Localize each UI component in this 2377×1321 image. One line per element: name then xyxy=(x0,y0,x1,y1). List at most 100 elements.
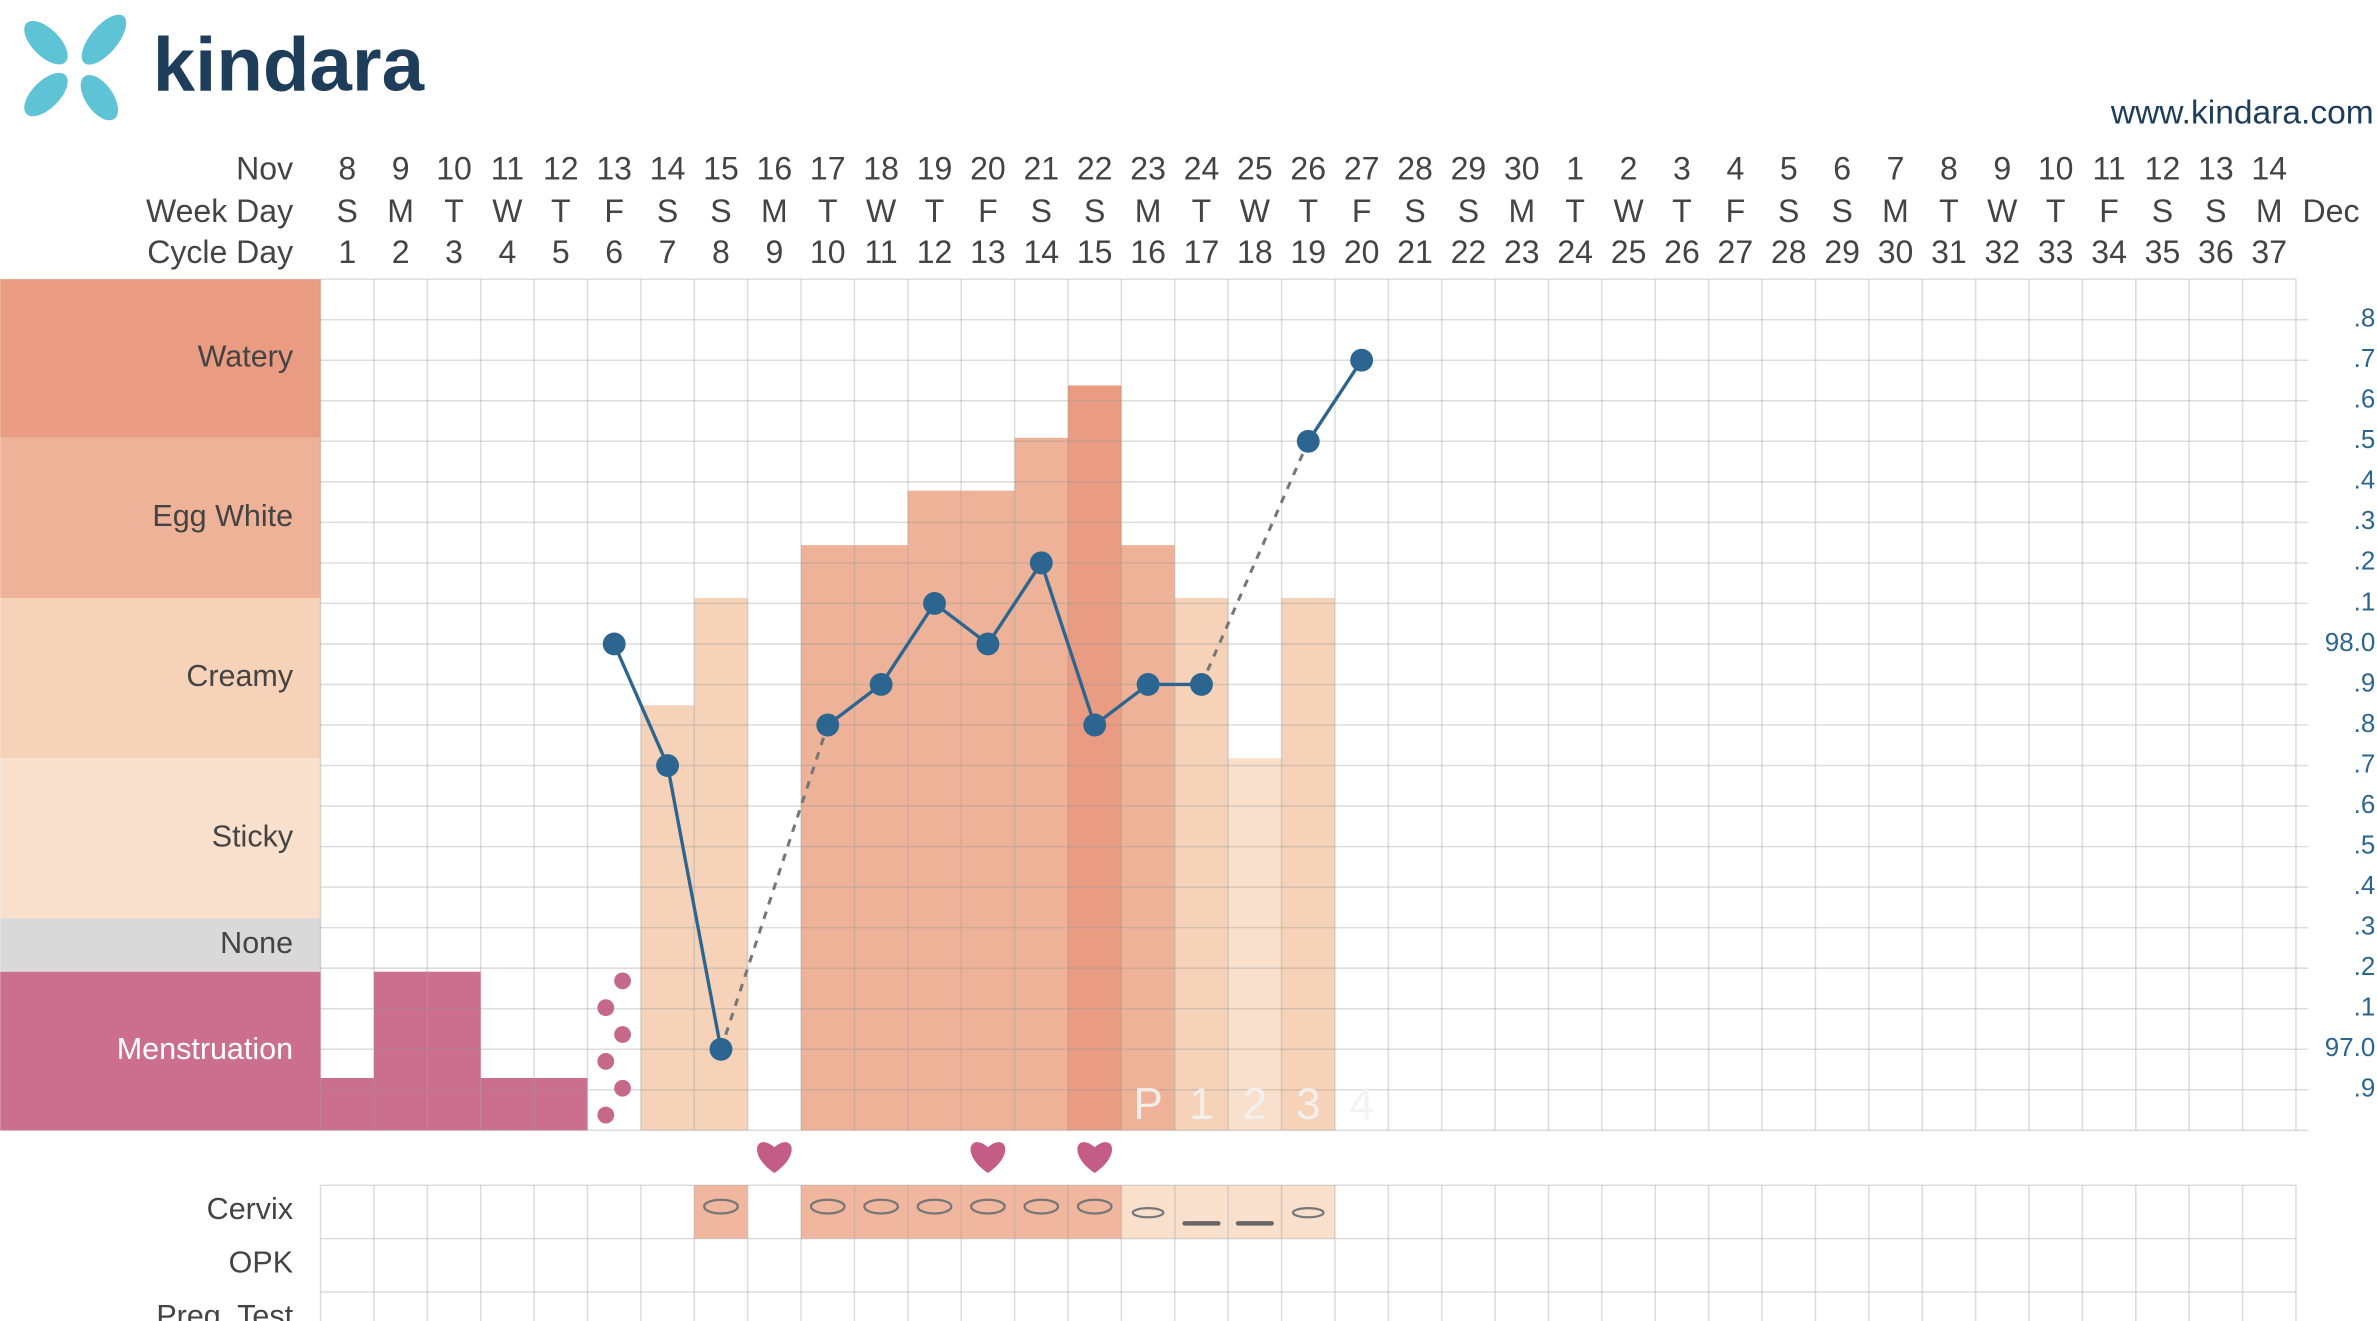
date-label: 14 xyxy=(650,150,686,186)
weekday-label: F xyxy=(1352,193,1372,229)
temperature-point xyxy=(1350,348,1374,372)
row-label: OPK xyxy=(229,1246,293,1280)
weekday-label: S xyxy=(1031,193,1052,229)
date-label: 18 xyxy=(863,150,899,186)
fluid-bar xyxy=(480,1077,535,1131)
cycle-day-label: 37 xyxy=(2251,234,2287,270)
peak-label: P xyxy=(1133,1080,1163,1129)
cervix-symbol xyxy=(969,1198,1006,1215)
weekday-label: S xyxy=(2205,193,2226,229)
cycle-day-label: 32 xyxy=(1984,234,2020,270)
peak-label: 3 xyxy=(1296,1080,1321,1129)
fluid-bar xyxy=(373,971,428,1131)
cervix-symbol xyxy=(809,1198,846,1215)
logo-text: kindara xyxy=(153,22,425,107)
peak-label: 2 xyxy=(1243,1080,1268,1129)
weekday-label: S xyxy=(2152,193,2173,229)
date-label: 9 xyxy=(392,150,410,186)
weekday-label: S xyxy=(337,193,358,229)
temperature-point xyxy=(923,591,946,615)
cycle-day-label: 11 xyxy=(865,234,898,270)
date-label: 8 xyxy=(338,150,356,186)
spotting-dot xyxy=(614,1079,631,1097)
date-label: 20 xyxy=(970,150,1006,186)
cervix-cell xyxy=(907,1185,962,1239)
cycle-day-label: 17 xyxy=(1184,234,1220,270)
y-tick-label: .4 xyxy=(2354,467,2376,495)
y-tick-label: .9 xyxy=(2354,1075,2376,1103)
temperature-point xyxy=(1136,673,1160,696)
row-label: Preg. Test xyxy=(156,1299,293,1321)
row-label: Cycle Day xyxy=(147,234,293,270)
cycle-day-label: 1 xyxy=(338,234,356,270)
month-label: Nov xyxy=(236,150,293,186)
date-label: 2 xyxy=(1620,150,1638,186)
fluid-bar xyxy=(1228,758,1282,1131)
category-band xyxy=(0,918,321,972)
cervix-cell xyxy=(961,1185,1015,1239)
cycle-day-label: 33 xyxy=(2038,234,2074,270)
cycle-day-label: 18 xyxy=(1237,234,1273,270)
temperature-point xyxy=(656,754,680,777)
y-tick-label: .9 xyxy=(2354,669,2376,697)
cycle-day-label: 20 xyxy=(1344,234,1380,270)
weekday-label: T xyxy=(444,193,464,229)
fluid-bar xyxy=(1281,597,1335,1131)
cycle-day-label: 7 xyxy=(659,234,677,270)
cervix-cell xyxy=(1281,1185,1335,1239)
fluid-bar xyxy=(1014,437,1068,1131)
weekday-label: W xyxy=(1613,193,1644,229)
url[interactable]: www.kindara.com xyxy=(2110,94,2374,131)
cycle-day-label: 31 xyxy=(1931,234,1967,270)
fluid-bar xyxy=(1067,385,1122,1131)
date-label: 10 xyxy=(436,150,472,186)
cervix-cell xyxy=(1121,1185,1175,1239)
weekday-label: F xyxy=(978,193,998,229)
date-label: 5 xyxy=(1780,150,1798,186)
cervix-symbol xyxy=(1291,1206,1325,1219)
cycle-day-label: 12 xyxy=(917,234,953,270)
category-label: Egg White xyxy=(152,499,293,533)
temperature-point xyxy=(1296,429,1320,453)
temperature-point xyxy=(976,632,1000,656)
cycle-day-label: 19 xyxy=(1290,234,1326,270)
cycle-day-label: 10 xyxy=(810,234,846,270)
cycle-day-label: 3 xyxy=(445,234,463,270)
fluid-bar xyxy=(854,545,908,1131)
fluid-bar xyxy=(961,490,1015,1131)
y-tick-label: .3 xyxy=(2354,507,2376,535)
date-label: 1 xyxy=(1566,150,1584,186)
y-tick-label: .8 xyxy=(2354,305,2376,333)
date-label: 25 xyxy=(1237,150,1273,186)
date-label: 15 xyxy=(703,150,739,186)
category-label: Creamy xyxy=(186,659,294,693)
date-label: 27 xyxy=(1344,150,1380,186)
weekday-label: T xyxy=(818,193,838,229)
date-label: 12 xyxy=(2145,150,2181,186)
cycle-day-label: 29 xyxy=(1824,234,1860,270)
cervix-symbol xyxy=(703,1198,739,1215)
fluid-bar xyxy=(427,971,481,1131)
cervix-cell xyxy=(1228,1185,1282,1239)
date-label: 13 xyxy=(2198,150,2234,186)
heart xyxy=(1077,1142,1113,1174)
cycle-day-label: 25 xyxy=(1611,234,1647,270)
y-tick-label: .2 xyxy=(2354,953,2376,981)
category-band xyxy=(0,597,321,759)
row-label: Week Day xyxy=(146,193,293,229)
weekday-label: S xyxy=(1831,193,1852,229)
weekday-label: T xyxy=(925,193,945,229)
cycle-day-label: 28 xyxy=(1771,234,1807,270)
weekday-label: S xyxy=(710,193,731,229)
cycle-day-label: 34 xyxy=(2091,234,2127,270)
date-label: 3 xyxy=(1673,150,1691,186)
temperature-point xyxy=(1083,713,1107,737)
category-label: Menstruation xyxy=(117,1032,293,1066)
cycle-day-label: 5 xyxy=(552,234,570,270)
category-band xyxy=(0,971,321,1131)
weekday-label: W xyxy=(866,193,897,229)
y-tick-label: 97.0 xyxy=(2325,1034,2375,1062)
temperature-point xyxy=(1029,551,1053,575)
cervix-cell xyxy=(1174,1185,1229,1239)
date-label: 7 xyxy=(1887,150,1905,186)
